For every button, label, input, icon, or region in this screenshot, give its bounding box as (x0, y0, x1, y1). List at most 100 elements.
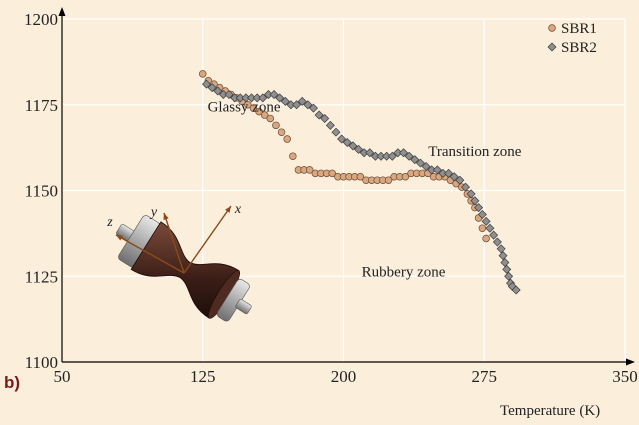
x-tick-label: 50 (54, 367, 71, 386)
grid-lines (62, 18, 626, 362)
sbr2-point (387, 151, 397, 161)
sbr1-point (260, 111, 269, 119)
sbr2-point (444, 168, 454, 178)
sbr1-point (283, 135, 291, 143)
sbr2-point (320, 113, 330, 123)
sbr2-point (466, 189, 476, 199)
sbr2-point (275, 93, 285, 103)
sbr2-point (498, 251, 508, 261)
x-tick-label: 275 (472, 367, 498, 386)
sbr2-point (410, 155, 420, 165)
specimen-body (116, 215, 252, 322)
sbr2-point (432, 165, 442, 175)
sbr2-point (297, 96, 307, 106)
sbr2-point (477, 210, 487, 220)
legend-label: SBR2 (561, 40, 597, 56)
sbr1-point (482, 234, 490, 243)
sbr1-point (356, 173, 365, 181)
coordinate-axis (163, 212, 185, 274)
coordinate-axis (183, 205, 232, 274)
x-axis-title: Temperature (K) (500, 403, 600, 419)
sbr2-point (292, 100, 302, 110)
legend: SBR1 SBR2 (547, 21, 597, 56)
sbr2-point (511, 285, 521, 295)
data-points (199, 70, 521, 295)
sbr2-point (470, 196, 480, 206)
sbr2-point (342, 137, 352, 147)
y-tick-label: 1200 (24, 10, 58, 29)
sbr1-point (249, 104, 258, 112)
sbr1-point (478, 224, 487, 232)
sbr2-point (474, 203, 484, 213)
sbr2-point (314, 110, 324, 120)
sbr2-point (399, 148, 409, 158)
sbr1-point (384, 176, 393, 184)
sbr1-point (401, 173, 410, 181)
zone-annotation: Glassy zone (208, 100, 281, 116)
legend-label: SBR1 (561, 21, 597, 37)
sbr1-point (289, 152, 297, 160)
coordinate-axis-label: z (106, 215, 113, 230)
x-axis-arrow (626, 358, 635, 366)
sbr2-point (502, 264, 512, 274)
legend-marker (548, 24, 556, 32)
sbr1-point (266, 114, 275, 123)
sbr2-point (308, 103, 318, 113)
y-axis-arrow (58, 7, 66, 16)
sbr2-point (348, 141, 358, 151)
sbr2-point (354, 144, 364, 154)
sbr2-point (421, 161, 431, 171)
coordinate-arrow (163, 213, 169, 220)
sbr1-point (328, 169, 336, 178)
sbr2-point (213, 86, 223, 96)
specimen-illustration: zy x (106, 202, 252, 322)
legend-item: SBR1 (548, 21, 597, 37)
x-tick-label: 125 (190, 367, 216, 386)
sbr2-point (202, 79, 211, 89)
x-tick-label: 200 (331, 367, 357, 386)
sbr2-point (280, 96, 290, 106)
coordinate-arrow (116, 235, 123, 241)
sbr2-point (325, 120, 335, 130)
sbr2-point (404, 151, 414, 161)
coordinate-axis-label: y (149, 205, 158, 220)
legend-item: SBR2 (547, 40, 597, 56)
sbr2-point (485, 223, 495, 233)
sbr2-point (449, 172, 459, 182)
sbr2-point (492, 237, 502, 247)
sbr1-point (199, 70, 207, 78)
sbr2-point (415, 158, 425, 168)
sbr2-point (331, 127, 341, 137)
tick-labels: 1100 1125 1150 1175 1200 50 125 200 275 350 (24, 10, 638, 386)
sbr2-point (504, 271, 514, 281)
sbr2-point (496, 244, 506, 254)
zone-annotation: Rubbery zone (362, 264, 446, 280)
sbr2-point (489, 230, 499, 240)
sbr2-point (207, 83, 217, 93)
zone-annotation: Transition zone (428, 144, 522, 160)
sbr1-point (272, 121, 280, 130)
sbr2-point (481, 216, 491, 226)
zone-annotations: Glassy zone Transition zone Rubbery zone (208, 100, 522, 281)
coordinate-axis-label: x (234, 202, 242, 217)
sbr2-point (303, 100, 313, 110)
y-tick-label: 1125 (25, 267, 58, 286)
y-tick-label: 1150 (25, 182, 58, 201)
sbr2-point (460, 182, 470, 192)
axes (58, 7, 635, 366)
sbr2-point (365, 148, 375, 158)
sbr1-point (305, 166, 314, 174)
y-tick-label: 1175 (25, 96, 58, 115)
y-tick-label: 1100 (25, 353, 58, 372)
sbr2-point (269, 89, 279, 99)
sbr2-point (455, 175, 465, 185)
legend-marker (547, 42, 557, 52)
panel-label: b) (4, 373, 20, 392)
sbr2-point (224, 89, 234, 99)
coordinate-axis (115, 234, 185, 274)
coordinate-arrow (225, 206, 231, 213)
sbr1-point (277, 128, 286, 136)
sbr2-point (337, 134, 347, 144)
sbr1-point (244, 100, 252, 109)
